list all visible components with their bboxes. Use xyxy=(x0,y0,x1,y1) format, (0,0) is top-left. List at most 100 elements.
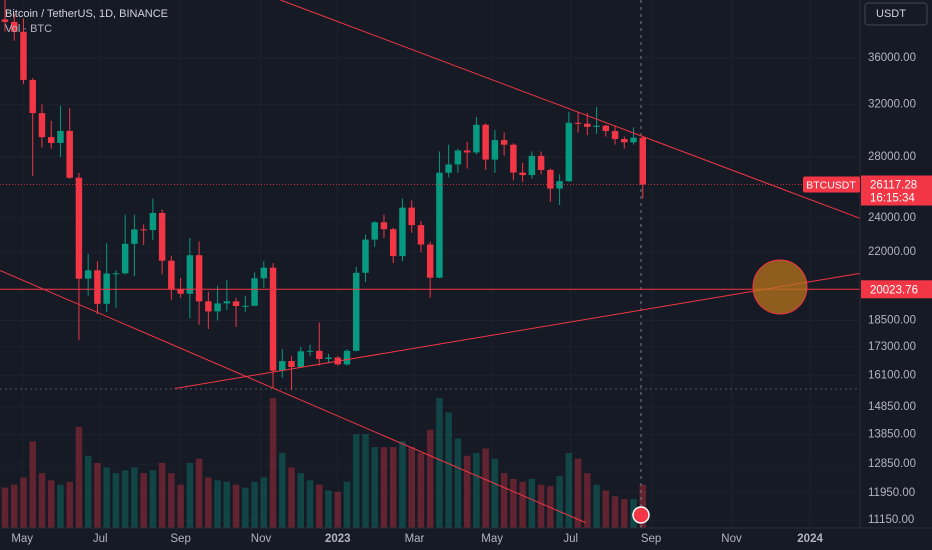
volume-bar xyxy=(426,429,434,528)
candle-body xyxy=(584,123,591,127)
candle-body xyxy=(260,267,268,279)
candle-body xyxy=(306,350,314,352)
volume-bar xyxy=(556,476,563,528)
candle-body xyxy=(168,260,175,290)
volume-bar xyxy=(57,484,64,528)
candle-body xyxy=(463,150,471,153)
candle-body xyxy=(38,113,46,138)
volume-bar xyxy=(232,484,240,528)
candle-body xyxy=(417,225,425,245)
volume-bar xyxy=(611,496,619,528)
candle-body xyxy=(556,181,563,189)
volume-bar xyxy=(463,455,471,528)
volume-bar xyxy=(1,487,9,528)
y-tick-label: 11150.00 xyxy=(868,514,914,526)
candle-body xyxy=(491,140,499,160)
volume-bar xyxy=(565,452,573,528)
x-tick-label: Jul xyxy=(93,533,108,545)
chart-subtitle: Vol · BTC xyxy=(5,23,52,35)
volume-bar xyxy=(389,447,397,528)
volume-bar xyxy=(223,481,231,528)
candle-body xyxy=(1,19,9,22)
candle-body xyxy=(47,137,55,143)
candle-body xyxy=(29,79,36,114)
volume-bar xyxy=(112,473,120,528)
candle-body xyxy=(639,137,647,185)
x-tick-label: 2024 xyxy=(797,533,823,545)
volume-bar xyxy=(500,473,508,528)
volume-bar xyxy=(177,484,184,528)
volume-bar xyxy=(47,480,55,528)
candle-body xyxy=(519,172,526,176)
price-tag xyxy=(861,175,932,206)
candle-body xyxy=(149,212,157,231)
candle-body xyxy=(454,150,462,165)
candle-body xyxy=(436,172,443,278)
candle-body xyxy=(473,124,480,153)
candle-body xyxy=(84,270,92,279)
x-tick-label: May xyxy=(481,533,503,545)
candle-body xyxy=(574,122,582,124)
volume-bar xyxy=(482,448,489,528)
volume-bar xyxy=(316,484,323,528)
candle-body xyxy=(195,255,203,302)
y-tick-label: 13850.00 xyxy=(868,429,916,441)
candle-body xyxy=(316,350,323,359)
volume-bar xyxy=(121,470,129,528)
volume-bar xyxy=(131,467,138,528)
candle-body xyxy=(242,305,249,307)
candle-body xyxy=(112,273,120,275)
candle-body xyxy=(103,273,110,304)
candle-body xyxy=(547,169,554,189)
x-tick-label: Nov xyxy=(721,533,742,545)
event-flag[interactable] xyxy=(632,506,650,524)
candle-body xyxy=(66,130,73,178)
y-tick-label: 18500.00 xyxy=(868,315,916,327)
currency-button[interactable] xyxy=(864,2,928,26)
volume-bar xyxy=(445,412,452,528)
candle-body xyxy=(399,207,406,257)
volume-bar xyxy=(260,477,268,528)
volume-bar xyxy=(214,480,221,528)
x-tick-label: Sep xyxy=(641,533,661,545)
grid xyxy=(0,0,860,528)
countdown-label: 16:15:34 xyxy=(870,193,915,205)
volume-bar xyxy=(29,441,36,528)
volume-bar xyxy=(325,490,332,528)
volume-bar xyxy=(584,473,591,528)
volume-bar xyxy=(94,463,101,528)
candle-body xyxy=(353,272,360,351)
candle-body xyxy=(528,155,536,176)
candle-body xyxy=(288,361,295,368)
price-axis xyxy=(860,0,932,550)
volume-bar xyxy=(38,473,46,528)
candle-body xyxy=(94,270,101,304)
y-tick-label: 17300.00 xyxy=(868,341,916,353)
trend-line xyxy=(174,272,861,389)
currency[interactable]: USDT xyxy=(876,8,906,20)
volume-bar xyxy=(362,434,369,528)
candle-body xyxy=(214,303,221,312)
y-tick-label: 32000.00 xyxy=(868,98,916,110)
candle-body xyxy=(445,164,452,173)
candle-body xyxy=(57,130,64,143)
candle-body xyxy=(426,244,434,278)
volume-bar xyxy=(306,480,314,528)
volume-bar xyxy=(621,499,628,528)
volume-bar xyxy=(186,463,194,528)
level-label: 20023.76 xyxy=(870,284,918,296)
candle-body xyxy=(186,255,194,294)
candle-body xyxy=(630,137,637,143)
y-tick-label: 14850.00 xyxy=(868,401,916,413)
volume-bar xyxy=(20,477,27,528)
volume-bar xyxy=(436,398,443,528)
candle-body xyxy=(177,289,184,294)
volume-bar xyxy=(140,473,147,528)
volume-bar xyxy=(205,477,212,528)
volume-bar xyxy=(371,447,378,528)
candle-body xyxy=(621,139,628,143)
x-tick-label: Jul xyxy=(563,533,578,545)
candle-body xyxy=(205,301,212,312)
candle-body xyxy=(223,301,231,304)
